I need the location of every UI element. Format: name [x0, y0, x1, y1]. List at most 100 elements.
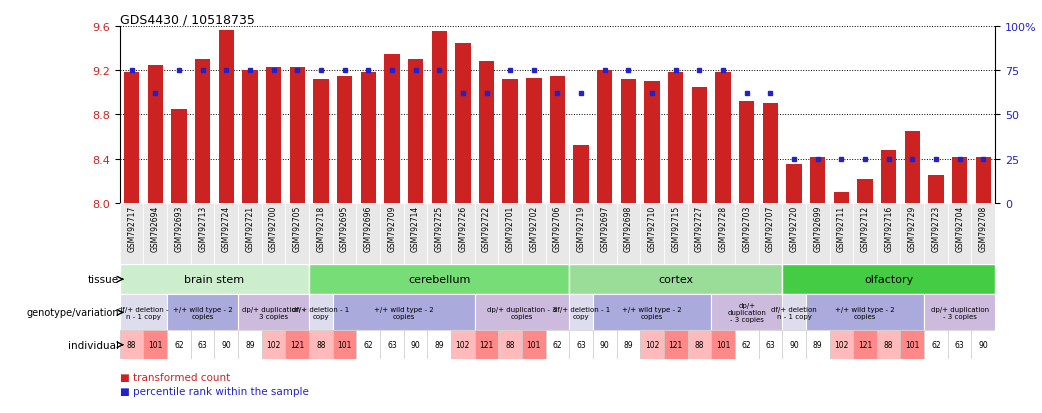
Bar [712, 204, 735, 264]
Bar [621, 80, 636, 204]
Text: 63: 63 [576, 340, 586, 349]
Bar [573, 146, 589, 204]
Text: 62: 62 [174, 340, 183, 349]
Bar [904, 132, 920, 204]
Bar [502, 80, 518, 204]
Bar [120, 264, 309, 295]
Text: 88: 88 [505, 340, 515, 349]
Bar [739, 102, 754, 204]
Text: dp/+ duplication - 3
copies: dp/+ duplication - 3 copies [488, 306, 556, 319]
Bar [332, 295, 475, 330]
Bar [712, 295, 783, 330]
Text: GSM792718: GSM792718 [317, 205, 325, 252]
Text: 62: 62 [742, 340, 751, 349]
Bar [783, 295, 805, 330]
Text: 89: 89 [435, 340, 444, 349]
Text: GSM792693: GSM792693 [174, 205, 183, 252]
Bar [716, 73, 730, 204]
Bar [242, 71, 257, 204]
Text: 121: 121 [669, 340, 683, 349]
Text: GSM792700: GSM792700 [269, 205, 278, 252]
Bar [475, 204, 498, 264]
Text: 88: 88 [316, 340, 326, 349]
Text: 89: 89 [813, 340, 822, 349]
Bar [431, 32, 447, 204]
Bar [924, 295, 995, 330]
Text: 88: 88 [695, 340, 704, 349]
Bar [332, 204, 356, 264]
Bar [928, 176, 944, 204]
Bar [384, 55, 399, 204]
Bar [593, 330, 617, 359]
Text: GSM792710: GSM792710 [647, 205, 656, 252]
Bar [735, 204, 759, 264]
Text: 88: 88 [884, 340, 893, 349]
Bar [191, 204, 215, 264]
Text: 102: 102 [455, 340, 470, 349]
Bar [314, 80, 328, 204]
Text: GSM792699: GSM792699 [813, 205, 822, 252]
Bar [640, 330, 664, 359]
Text: dp/+ duplication -
3 copies: dp/+ duplication - 3 copies [242, 306, 305, 319]
Bar [783, 204, 805, 264]
Text: GSM792713: GSM792713 [198, 205, 207, 252]
Bar [783, 264, 995, 295]
Text: +/+ wild type - 2
copies: +/+ wild type - 2 copies [622, 306, 681, 319]
Text: GSM792696: GSM792696 [364, 205, 373, 252]
Bar [262, 330, 286, 359]
Text: GSM792719: GSM792719 [576, 205, 586, 252]
Bar [664, 330, 688, 359]
Text: GSM792697: GSM792697 [600, 205, 610, 252]
Bar [900, 330, 924, 359]
Bar [924, 204, 948, 264]
Bar [593, 204, 617, 264]
Text: GSM792717: GSM792717 [127, 205, 137, 252]
Text: 101: 101 [716, 340, 730, 349]
Bar [550, 76, 565, 204]
Bar [971, 204, 995, 264]
Text: df/+ deletion -
n - 1 copy: df/+ deletion - n - 1 copy [118, 306, 169, 319]
Bar [356, 330, 380, 359]
Text: tissue: tissue [88, 275, 119, 285]
Bar [853, 204, 876, 264]
Text: GSM792702: GSM792702 [529, 205, 539, 252]
Text: 101: 101 [148, 340, 163, 349]
Text: 90: 90 [978, 340, 988, 349]
Bar [475, 330, 498, 359]
Bar [455, 43, 471, 204]
Bar [805, 330, 829, 359]
Text: GSM792698: GSM792698 [624, 205, 632, 252]
Bar [858, 179, 873, 204]
Bar [759, 204, 783, 264]
Bar [451, 330, 475, 359]
Bar [805, 295, 924, 330]
Text: GSM792715: GSM792715 [671, 205, 680, 252]
Bar [876, 204, 900, 264]
Text: GSM792701: GSM792701 [505, 205, 515, 252]
Text: df/+ deletion - 1
copy: df/+ deletion - 1 copy [552, 306, 610, 319]
Bar [337, 76, 352, 204]
Bar [735, 330, 759, 359]
Text: GSM792725: GSM792725 [435, 205, 444, 252]
Bar [286, 330, 309, 359]
Bar [569, 295, 593, 330]
Text: GSM792709: GSM792709 [388, 205, 396, 252]
Bar [479, 62, 494, 204]
Bar [617, 204, 640, 264]
Text: cerebellum: cerebellum [408, 275, 470, 285]
Bar [853, 330, 876, 359]
Bar [427, 330, 451, 359]
Text: 90: 90 [221, 340, 231, 349]
Text: 62: 62 [932, 340, 941, 349]
Text: GSM792695: GSM792695 [340, 205, 349, 252]
Text: GSM792704: GSM792704 [956, 205, 964, 252]
Bar [144, 330, 167, 359]
Bar [361, 73, 376, 204]
Bar [167, 204, 191, 264]
Bar [262, 204, 286, 264]
Bar [215, 204, 239, 264]
Text: GSM792708: GSM792708 [978, 205, 988, 252]
Text: +/+ wild type - 2
copies: +/+ wild type - 2 copies [836, 306, 895, 319]
Bar [171, 110, 187, 204]
Text: brain stem: brain stem [184, 275, 245, 285]
